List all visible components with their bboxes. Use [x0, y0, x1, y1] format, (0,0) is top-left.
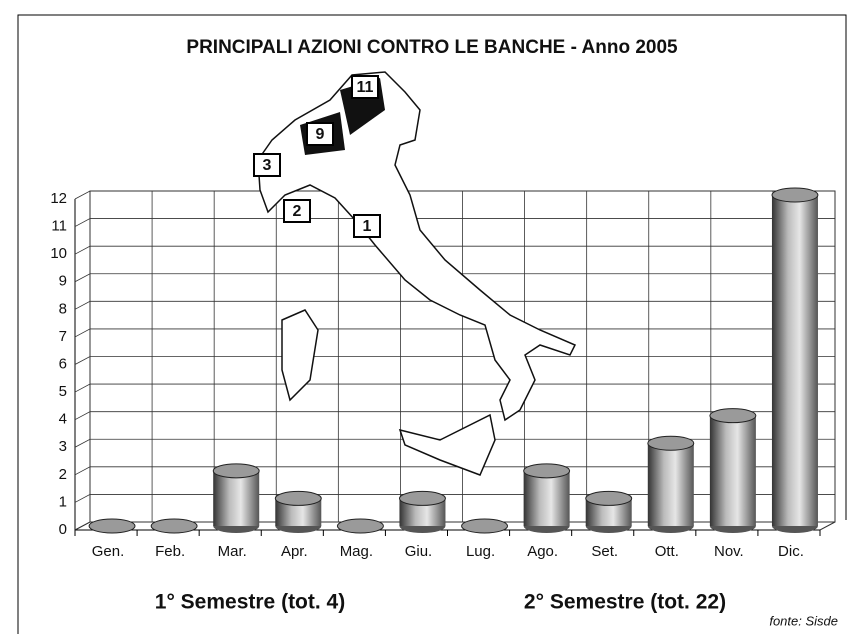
map-label-box	[283, 199, 311, 223]
annotation: 2° Semestre (tot. 22)	[524, 591, 726, 614]
y-tick-label: 11	[51, 218, 67, 235]
x-tick-label: Ott.	[655, 543, 679, 560]
y-tick-label: 9	[59, 273, 67, 290]
x-tick-label: Giu.	[405, 543, 433, 560]
bar-top	[88, 518, 136, 534]
annotation: 1° Semestre (tot. 4)	[155, 591, 345, 614]
map-label: 3	[263, 157, 272, 174]
frame	[17, 14, 847, 634]
x-tick-label: Feb.	[155, 543, 185, 560]
y-tick-label: 5	[59, 383, 67, 400]
y-tick-label: 0	[59, 521, 67, 538]
x-tick-label: Gen.	[92, 543, 125, 560]
y-tick-label: 2	[59, 466, 67, 483]
y-tick-label: 4	[59, 411, 67, 428]
bar-top	[771, 187, 819, 203]
x-tick-label: Nov.	[714, 543, 744, 560]
y-tick-label: 10	[50, 245, 67, 262]
y-tick-label: 6	[59, 355, 67, 372]
x-tick-label: Mag.	[340, 543, 373, 560]
x-tick-label: Ago.	[527, 543, 558, 560]
y-tick-label: 1	[59, 493, 67, 510]
bar	[771, 195, 818, 526]
source: fonte: Sisde	[769, 613, 838, 628]
x-tick-label: Dic.	[778, 543, 804, 560]
bar-top	[336, 518, 384, 534]
map-label: 2	[293, 203, 302, 220]
map-label: 9	[316, 126, 325, 143]
map-labels: 11 9 3 2 1	[253, 75, 381, 238]
bar-top	[398, 490, 446, 506]
map-label-box	[253, 153, 281, 177]
bar	[213, 470, 260, 526]
x-tick-label: Mar.	[218, 543, 247, 560]
bar-top	[461, 518, 509, 534]
bar	[647, 443, 694, 526]
bar-top	[709, 408, 757, 424]
y-tick-label: 12	[50, 190, 67, 207]
map-label-box	[306, 122, 334, 146]
y-tick-label: 8	[59, 300, 67, 317]
bar-top	[647, 435, 695, 451]
bar	[709, 415, 756, 526]
bar-top	[523, 463, 571, 479]
bar	[523, 470, 570, 526]
x-tick-label: Set.	[591, 543, 618, 560]
y-tick-label: 7	[59, 328, 67, 345]
bar-top	[150, 518, 198, 534]
map-label: 11	[357, 79, 374, 96]
x-tick-label: Lug.	[466, 543, 495, 560]
map-label-box	[353, 214, 381, 238]
chart-title: PRINCIPALI AZIONI CONTRO LE BANCHE - Ann…	[186, 37, 678, 58]
bar-top	[585, 490, 633, 506]
x-tick-label: Apr.	[281, 543, 308, 560]
bar-top	[274, 490, 322, 506]
map-label-box	[351, 75, 379, 99]
y-tick-label: 3	[59, 438, 67, 455]
map-label: 1	[363, 218, 372, 235]
bar-top	[212, 463, 260, 479]
